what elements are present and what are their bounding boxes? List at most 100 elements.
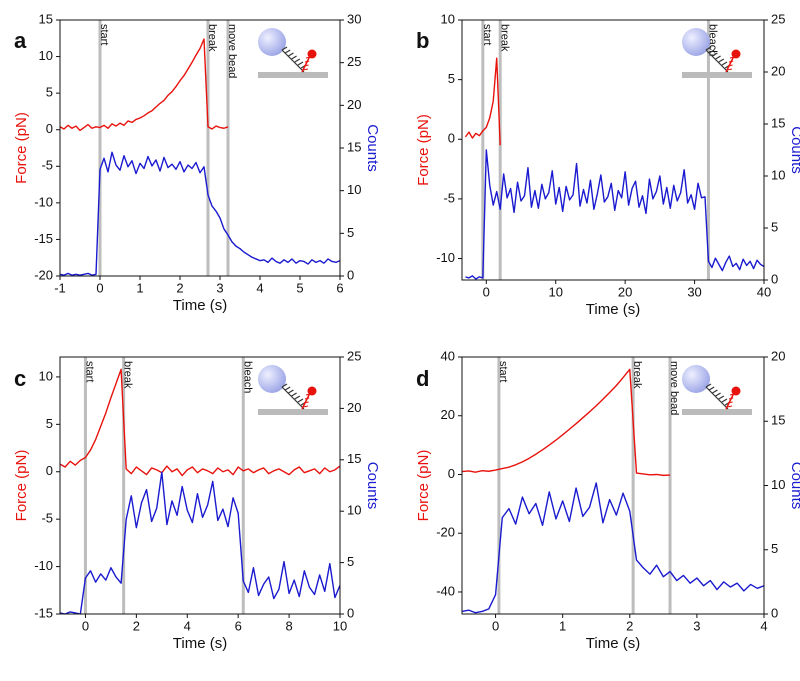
y-tick-label: 0 [46, 463, 53, 478]
surface [258, 72, 328, 78]
y-tick-label: -10 [34, 558, 53, 573]
dna-rung-red [728, 60, 734, 63]
x-tick-label: 0 [82, 618, 89, 633]
dna-rung-red [302, 405, 309, 408]
bead [258, 365, 286, 393]
y2-axis-label: Counts [364, 462, 381, 510]
dna-rung [708, 386, 715, 391]
x-tick-label: 5 [296, 280, 303, 295]
dna-rung-red [726, 68, 733, 71]
y2-tick-label: 25 [771, 11, 785, 26]
y-tick-label: 0 [46, 121, 53, 136]
fluorophore [731, 49, 741, 59]
y2-tick-label: 5 [771, 219, 778, 234]
dna-rung [718, 395, 725, 400]
y2-tick-label: 5 [771, 541, 778, 556]
y-axis-label: Force (pN) [13, 450, 30, 522]
panel-label: a [14, 28, 27, 53]
dna-rung [281, 46, 288, 51]
surface [682, 72, 752, 78]
plot-frame [461, 356, 765, 615]
dna-rung [718, 58, 725, 63]
fluorophore [731, 386, 741, 396]
dna-rung [715, 392, 721, 397]
y-tick-label: -20 [436, 525, 455, 540]
y2-tick-label: 5 [347, 225, 354, 240]
y-tick-label: 0 [448, 131, 455, 146]
dna-rung [291, 392, 297, 397]
dna-rung [281, 383, 288, 388]
y-tick-label: -5 [41, 511, 53, 526]
y-tick-label: -15 [34, 231, 53, 246]
event-label: break [631, 361, 643, 389]
y2-tick-label: 20 [347, 400, 361, 415]
y-tick-label: -15 [34, 605, 53, 620]
x-axis-label: Time (s) [586, 301, 640, 318]
event-label: start [98, 24, 110, 45]
fluorophore [307, 49, 317, 59]
y-axis-label: Force (pN) [415, 450, 432, 522]
dna-rung [291, 55, 297, 60]
trace [461, 368, 671, 477]
event-label: start [497, 361, 509, 382]
y-tick-label: -5 [443, 190, 455, 205]
trace [59, 368, 341, 477]
trace [465, 149, 765, 280]
y-axis-label: Force (pN) [415, 114, 432, 186]
dna-rung [705, 46, 712, 51]
event-label: move bead [668, 361, 680, 415]
y2-tick-label: 10 [347, 182, 361, 197]
dna-rung-red [727, 64, 733, 67]
y2-tick-label: 30 [347, 11, 361, 26]
bead [682, 28, 710, 56]
dna-strand-red [725, 392, 735, 410]
x-tick-label: 2 [176, 280, 183, 295]
x-axis-label: Time (s) [173, 297, 227, 314]
dna-rung-red [726, 405, 733, 408]
y-tick-label: 15 [39, 11, 53, 26]
x-tick-label: 6 [235, 618, 242, 633]
x-tick-label: 4 [184, 618, 191, 633]
y-tick-label: -40 [436, 583, 455, 598]
y-tick-label: 5 [46, 85, 53, 100]
y2-tick-label: 15 [771, 413, 785, 428]
dna-rung [284, 49, 291, 54]
dna-rung [297, 398, 304, 403]
dna-rung-red [302, 68, 309, 71]
y-axis-label: Force (pN) [13, 112, 30, 184]
y2-tick-label: 10 [771, 477, 785, 492]
panel-label: d [416, 366, 429, 391]
y2-tick-label: 20 [771, 63, 785, 78]
x-tick-label: 10 [333, 618, 347, 633]
dna-rung [288, 389, 294, 394]
dna-rung [708, 49, 715, 54]
plot-frame [461, 19, 765, 281]
y-tick-label: 10 [441, 11, 455, 26]
x-tick-label: 3 [693, 618, 700, 633]
y-tick-label: -10 [34, 194, 53, 209]
event-label: break [498, 24, 510, 52]
event-label: break [206, 24, 218, 52]
trace [461, 482, 765, 614]
x-tick-label: 6 [336, 280, 343, 295]
x-tick-label: 0 [492, 618, 499, 633]
y2-tick-label: 20 [347, 97, 361, 112]
event-label: break [122, 361, 134, 389]
dna-rung-red [304, 397, 310, 400]
x-tick-label: 2 [626, 618, 633, 633]
dna-rung [721, 398, 728, 403]
y-tick-label: -20 [34, 267, 53, 282]
dna-rung [715, 55, 721, 60]
y2-tick-label: 0 [771, 605, 778, 620]
y2-tick-label: 10 [347, 503, 361, 518]
y2-tick-label: 0 [347, 605, 354, 620]
dna-rung [712, 52, 718, 57]
bead [682, 365, 710, 393]
y2-tick-label: 25 [347, 54, 361, 69]
y2-tick-label: 10 [771, 167, 785, 182]
dna-strand [705, 386, 729, 410]
plot-frame [59, 19, 341, 277]
x-tick-label: -1 [54, 280, 66, 295]
